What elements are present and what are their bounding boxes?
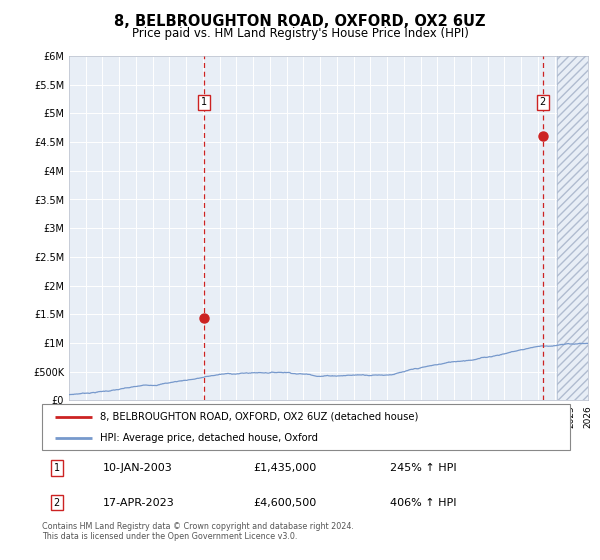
Text: 1: 1 [54,463,60,473]
Bar [557,56,600,400]
Text: Price paid vs. HM Land Registry's House Price Index (HPI): Price paid vs. HM Land Registry's House … [131,27,469,40]
Text: 245% ↑ HPI: 245% ↑ HPI [391,463,457,473]
Text: 2: 2 [539,97,546,108]
Text: HPI: Average price, detached house, Oxford: HPI: Average price, detached house, Oxfo… [100,433,318,443]
FancyBboxPatch shape [42,404,570,450]
Text: 1: 1 [200,97,206,108]
Text: 406% ↑ HPI: 406% ↑ HPI [391,497,457,507]
Text: Contains HM Land Registry data © Crown copyright and database right 2024.
This d: Contains HM Land Registry data © Crown c… [42,522,354,542]
Text: 10-JAN-2003: 10-JAN-2003 [103,463,172,473]
Text: 8, BELBROUGHTON ROAD, OXFORD, OX2 6UZ: 8, BELBROUGHTON ROAD, OXFORD, OX2 6UZ [114,14,486,29]
Text: £1,435,000: £1,435,000 [253,463,316,473]
Text: 17-APR-2023: 17-APR-2023 [103,497,175,507]
Text: 8, BELBROUGHTON ROAD, OXFORD, OX2 6UZ (detached house): 8, BELBROUGHTON ROAD, OXFORD, OX2 6UZ (d… [100,412,418,422]
Text: 2: 2 [53,497,60,507]
Text: £4,600,500: £4,600,500 [253,497,316,507]
